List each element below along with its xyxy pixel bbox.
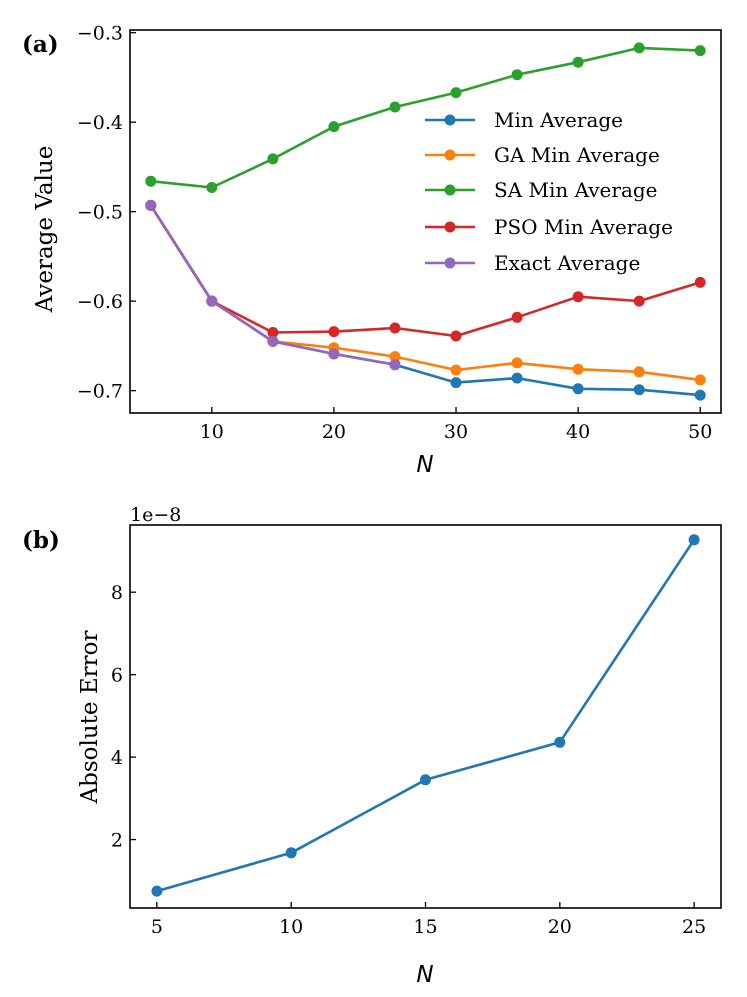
- legend-entry-pso-min-average: PSO Min Average: [425, 215, 673, 239]
- data-point-min-average: [633, 384, 645, 396]
- panel-a-xtick-label: 40: [566, 421, 590, 443]
- panel-a-ticks: 10 20 30 40 50 −0.7 −0.6 −0.5 −0.4 −0.3: [77, 23, 712, 443]
- data-point-sa-min-average: [206, 182, 218, 193]
- data-point-exact-average: [328, 348, 340, 360]
- legend-entry-sa-min-average: SA Min Average: [425, 178, 658, 202]
- data-point-pso-min-average: [267, 327, 279, 338]
- panel-a-frame: [129, 29, 722, 414]
- legend-entry-exact-average: Exact Average: [425, 251, 640, 275]
- data-point-sa-min-average: [511, 69, 523, 81]
- panel-a-xtick-label: 10: [200, 421, 224, 443]
- panel-b-ytick-label: 6: [111, 665, 123, 687]
- data-point-min-average: [450, 377, 462, 389]
- legend-label: SA Min Average: [494, 178, 658, 202]
- legend: Min Average GA Min Average SA Min Averag…: [425, 108, 673, 275]
- data-point-sa-min-average: [389, 101, 401, 113]
- data-point-sa-min-average: [450, 87, 462, 99]
- data-point-sa-min-average: [145, 175, 157, 187]
- data-point-ga-min-average: [389, 351, 401, 363]
- panel-a-xlabel: N: [416, 452, 433, 478]
- data-point-exact-average: [145, 199, 157, 211]
- panel-a-label: (a): [22, 31, 59, 58]
- data-point-absolute-error: [285, 847, 297, 859]
- data-point-ga-min-average: [450, 364, 462, 376]
- panel-a-ytick-label: −0.6: [77, 291, 123, 313]
- data-point-pso-min-average: [511, 311, 523, 323]
- panel-b-xtick-label: 20: [548, 916, 572, 938]
- panel-b-lines: [151, 534, 700, 897]
- data-point-absolute-error: [151, 885, 163, 897]
- panel-a-ytick-label: −0.5: [77, 202, 123, 224]
- data-point-absolute-error: [554, 736, 566, 748]
- legend-label: Exact Average: [494, 251, 640, 275]
- legend-entry-ga-min-average: GA Min Average: [425, 143, 660, 167]
- panel-a-xtick-label: 20: [322, 421, 346, 443]
- panel-a-lines: [145, 42, 706, 401]
- legend-label: GA Min Average: [494, 143, 660, 167]
- data-point-ga-min-average: [694, 374, 706, 386]
- panel-a-ytick-label: −0.7: [77, 381, 123, 403]
- data-point-exact-average: [389, 359, 401, 371]
- panel-b-ytick-label: 4: [111, 747, 123, 769]
- panel-b-xlabel: N: [416, 962, 433, 988]
- data-point-pso-min-average: [328, 326, 340, 338]
- data-point-ga-min-average: [633, 366, 645, 378]
- series-line-sa-min-average: [150, 46, 701, 189]
- data-point-pso-min-average: [572, 291, 584, 303]
- panel-a-ytick-label: −0.3: [77, 23, 123, 45]
- data-point-absolute-error: [688, 534, 700, 546]
- legend-entry-min-average: Min Average: [425, 108, 623, 132]
- legend-marker: [444, 184, 456, 196]
- data-point-pso-min-average: [389, 322, 401, 334]
- legend-marker: [444, 149, 456, 161]
- series-line-pso-min-average: [149, 204, 701, 338]
- series-line-absolute-error: [156, 539, 696, 893]
- panel-b-xtick-label: 10: [279, 916, 303, 938]
- data-point-sa-min-average: [267, 153, 279, 165]
- panel-b-ytick-label: 8: [111, 582, 123, 604]
- legend-marker: [444, 114, 456, 126]
- panel-a-ylabel: Average Value: [32, 146, 58, 314]
- data-point-min-average: [511, 372, 523, 384]
- panel-b-frame: [129, 524, 722, 909]
- panel-b-xtick-label: 5: [151, 916, 163, 938]
- panel-b-ytick-label: 2: [111, 830, 123, 852]
- data-point-pso-min-average: [450, 330, 462, 342]
- panel-b-xtick-label: 15: [413, 916, 437, 938]
- legend-marker: [444, 221, 456, 233]
- data-point-min-average: [572, 383, 584, 395]
- data-point-sa-min-average: [572, 56, 584, 68]
- data-point-exact-average: [267, 335, 279, 347]
- legend-marker: [444, 257, 456, 269]
- panel-b-ylabel: Absolute Error: [77, 631, 103, 805]
- legend-label: PSO Min Average: [494, 215, 673, 239]
- panel-b-ticks: 5 10 15 20 25 2 4 6 8: [111, 582, 706, 938]
- panel-a-ytick-label: −0.4: [77, 112, 123, 134]
- panel-a-xtick-label: 50: [688, 421, 712, 443]
- panel-b-offset-text: 1e−8: [130, 504, 181, 526]
- panel-b: (b) 1e−8 Absolute Error N 5 10 15 20 25 2 4 6 8: [22, 504, 722, 988]
- panel-b-xtick-label: 25: [682, 916, 706, 938]
- data-point-ga-min-average: [511, 357, 523, 369]
- data-point-sa-min-average: [694, 45, 706, 57]
- data-point-pso-min-average: [694, 276, 706, 288]
- panel-b-label: (b): [22, 527, 60, 554]
- data-point-absolute-error: [420, 774, 431, 786]
- data-point-min-average: [694, 389, 706, 401]
- data-point-ga-min-average: [572, 363, 584, 375]
- data-point-sa-min-average: [633, 42, 645, 54]
- data-point-sa-min-average: [328, 121, 340, 133]
- data-point-exact-average: [206, 295, 218, 307]
- panel-a-xtick-label: 30: [444, 421, 468, 443]
- legend-label: Min Average: [494, 108, 623, 132]
- panel-a: (a) Average Value N 10 20 30 40 50 −0.7 −0.6 −0…: [22, 23, 722, 478]
- data-point-pso-min-average: [633, 295, 645, 307]
